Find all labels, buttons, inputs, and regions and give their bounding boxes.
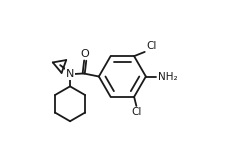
Text: N: N xyxy=(66,69,74,79)
Text: O: O xyxy=(81,49,90,59)
Text: Cl: Cl xyxy=(131,107,142,118)
Text: Cl: Cl xyxy=(146,41,157,51)
Text: NH₂: NH₂ xyxy=(158,71,177,82)
